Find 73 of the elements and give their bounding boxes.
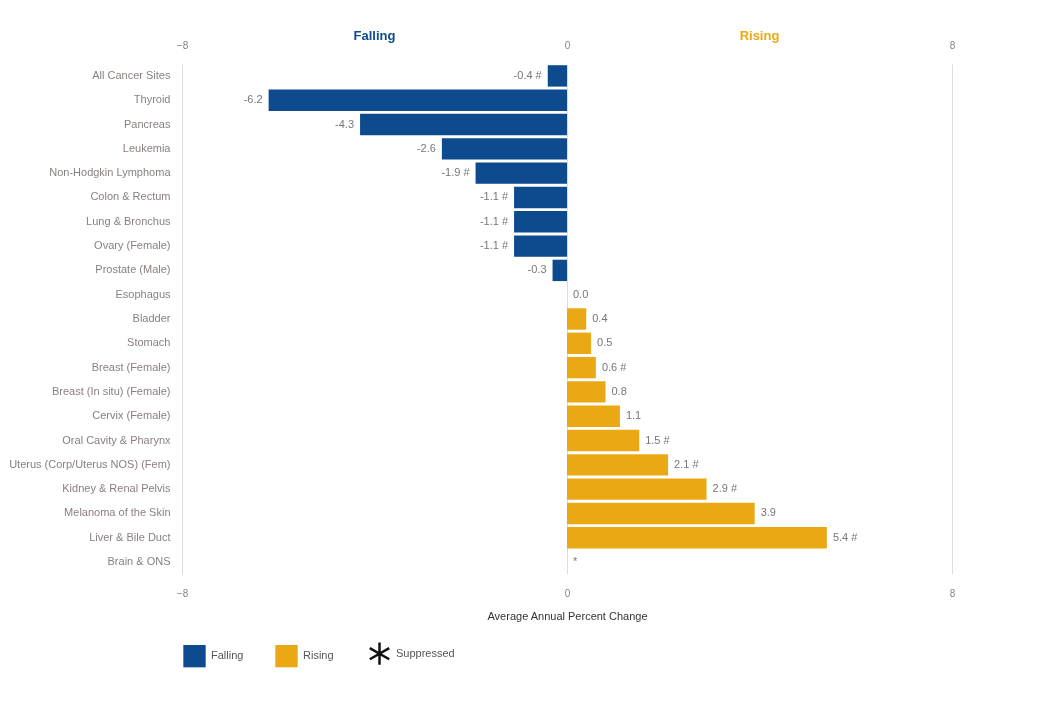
y-tick-label: Uterus (Corp/Uterus NOS) (Fem) (9, 457, 171, 470)
bar (567, 405, 620, 427)
data-label: -4.3 (335, 117, 355, 130)
legend-label: Rising (303, 649, 334, 662)
text: Rising (739, 28, 780, 43)
y-tick-label: Stomach (127, 336, 171, 349)
legend-label: Suppressed (396, 646, 455, 659)
x-tick-label: −8 (176, 39, 189, 51)
data-label: -2.6 (416, 141, 436, 154)
bar (567, 502, 755, 525)
data-label: 0.0 (573, 287, 589, 300)
bar (552, 259, 567, 282)
data-label: -0.4 # (513, 68, 543, 81)
y-tick-label: Ovary (Female) (94, 239, 171, 252)
x2-tick-label: 0 (564, 587, 571, 599)
bar (514, 186, 567, 209)
data-label: 2.9 # (712, 482, 738, 495)
y-tick-label: Liver & Bile Duct (89, 530, 171, 543)
y-tick-label: Melanoma of the Skin (64, 506, 171, 519)
y-tick-label: Oral Cavity & Pharynx (62, 433, 171, 446)
data-label: 0.6 # (601, 360, 628, 373)
data-label: -0.3 (527, 263, 547, 276)
bar (268, 89, 567, 111)
y-tick-label: Lung & Bronchus (86, 214, 171, 227)
legend-label: Falling (211, 649, 244, 662)
data-label: 2.1 # (674, 457, 700, 470)
data-label: -1.1 # (479, 190, 509, 203)
data-label: -6.2 (243, 93, 263, 106)
y-tick-label: All Cancer Sites (92, 68, 171, 81)
data-label: 0.5 (597, 336, 613, 349)
x-axis-title: Average Annual Percent Change (487, 609, 648, 622)
y-tick-label: Cervix (Female) (92, 409, 171, 422)
data-label: 3.9 (760, 506, 776, 519)
data-label: 1.5 # (645, 433, 671, 446)
bar (547, 65, 567, 87)
bar (567, 429, 640, 452)
y-tick-label: Pancreas (124, 117, 171, 130)
text: * (573, 555, 578, 568)
text: Falling (353, 28, 396, 43)
x-tick-label: 0 (564, 39, 571, 51)
data-label: -1.1 # (479, 214, 509, 227)
bar (567, 332, 592, 354)
y-tick-label: Esophagus (115, 287, 171, 300)
y-tick-label: Colon & Rectum (90, 190, 171, 203)
bar (567, 454, 669, 476)
bar (567, 527, 827, 549)
data-label: 1.1 (625, 409, 642, 422)
y-tick-label: Breast (In situ) (Female) (51, 384, 171, 397)
bar (475, 162, 567, 184)
x2-tick-label: −8 (176, 587, 189, 599)
y-tick-label: Brain & ONS (107, 555, 171, 568)
bar (514, 211, 567, 233)
data-label: 0.8 (611, 384, 627, 397)
data-label: 5.4 # (832, 530, 859, 543)
x2-tick-label: 8 (949, 587, 956, 599)
y-tick-label: Non-Hodgkin Lymphoma (49, 166, 172, 179)
bar (567, 381, 606, 403)
data-label: -1.1 # (479, 239, 509, 252)
y-tick-label: Thyroid (133, 93, 171, 106)
y-tick-label: Bladder (132, 312, 171, 324)
y-tick-label: Breast (Female) (91, 360, 171, 373)
y-tick-label: Leukemia (122, 141, 172, 154)
y-tick-label: Kidney & Renal Pelvis (62, 482, 171, 495)
bar (360, 113, 567, 136)
bar (514, 235, 567, 257)
bar (567, 356, 596, 379)
bar (567, 478, 707, 500)
y-tick-label: Prostate (Male) (95, 263, 171, 276)
x-tick-label: 8 (949, 39, 956, 51)
bar (567, 308, 587, 330)
bar (441, 138, 567, 160)
data-label: 0.4 (592, 312, 608, 324)
data-label: -1.9 # (441, 166, 471, 179)
